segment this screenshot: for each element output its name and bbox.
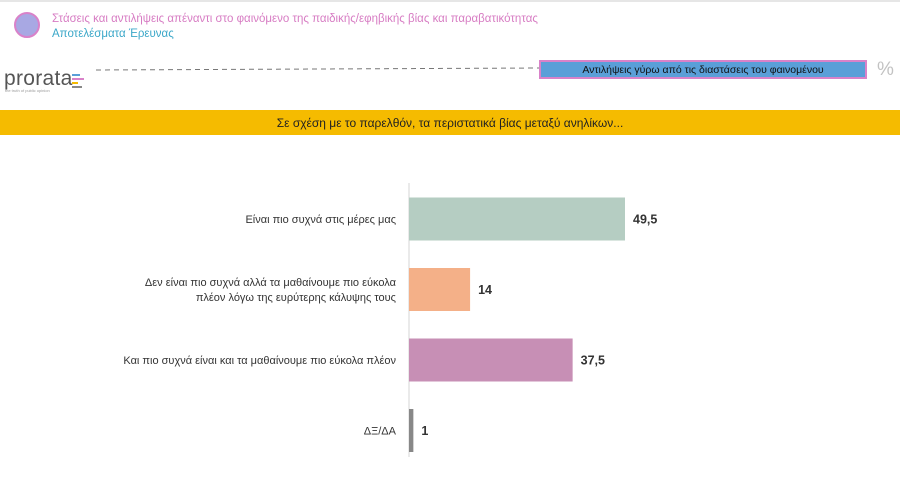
value-label-3: 37,5 [581, 354, 605, 368]
category-label-line: Δεν είναι πιο συχνά αλλά τα μαθαίνουμε π… [145, 277, 397, 289]
category-label-line: πλέον λόγω της ευρύτερης κάλυψης τους [196, 292, 396, 304]
category-label-line: Και πιο συχνά είναι και τα μαθαίνουμε πι… [123, 355, 396, 367]
question-text: Σε σχέση με το παρελθόν, τα περιστατικά … [276, 115, 624, 130]
percent-symbol: % [877, 59, 894, 80]
logo-tagline: the truth of public opinion [5, 88, 50, 93]
top-border [0, 0, 900, 2]
bar-4 [409, 409, 414, 452]
circle-icon [14, 12, 40, 38]
logo-bars-icon [72, 74, 86, 90]
prorata-logo: prorata the truth of public opinion [4, 67, 94, 94]
report-subtitle: Αποτελέσματα Έρευνας [52, 28, 174, 40]
category-label-1: Είναι πιο συχνά στις μέρες μας [245, 214, 396, 226]
bar-3 [409, 338, 573, 382]
value-label-2: 14 [478, 283, 492, 297]
category-label-line: Είναι πιο συχνά στις μέρες μας [245, 214, 396, 226]
report-title: Στάσεις και αντιλήψεις απέναντι στο φαιν… [52, 13, 538, 25]
question-banner: Σε σχέση με το παρελθόν, τα περιστατικά … [0, 110, 900, 135]
bar-chart: 49,5 Είναι πιο συχνά στις μέρες μας 14 Δεν … [123, 183, 657, 457]
category-label-2: Δεν είναι πιο συχνά αλλά τα μαθαίνουμε π… [145, 277, 397, 304]
topic-badge: Αντιλήψεις γύρω από τις διαστάσεις του φ… [539, 60, 867, 79]
category-label-line: ΔΞ/ΔΑ [364, 426, 397, 438]
logo-wordmark: prorata [4, 67, 73, 90]
category-label-3: Και πιο συχνά είναι και τα μαθαίνουμε πι… [123, 355, 396, 367]
value-label-4: 1 [421, 424, 428, 438]
value-label-1: 49,5 [633, 213, 657, 227]
category-label-4: ΔΞ/ΔΑ [364, 426, 397, 438]
bar-2 [409, 268, 471, 311]
bar-1 [409, 197, 625, 241]
dashed-connector [96, 67, 541, 71]
